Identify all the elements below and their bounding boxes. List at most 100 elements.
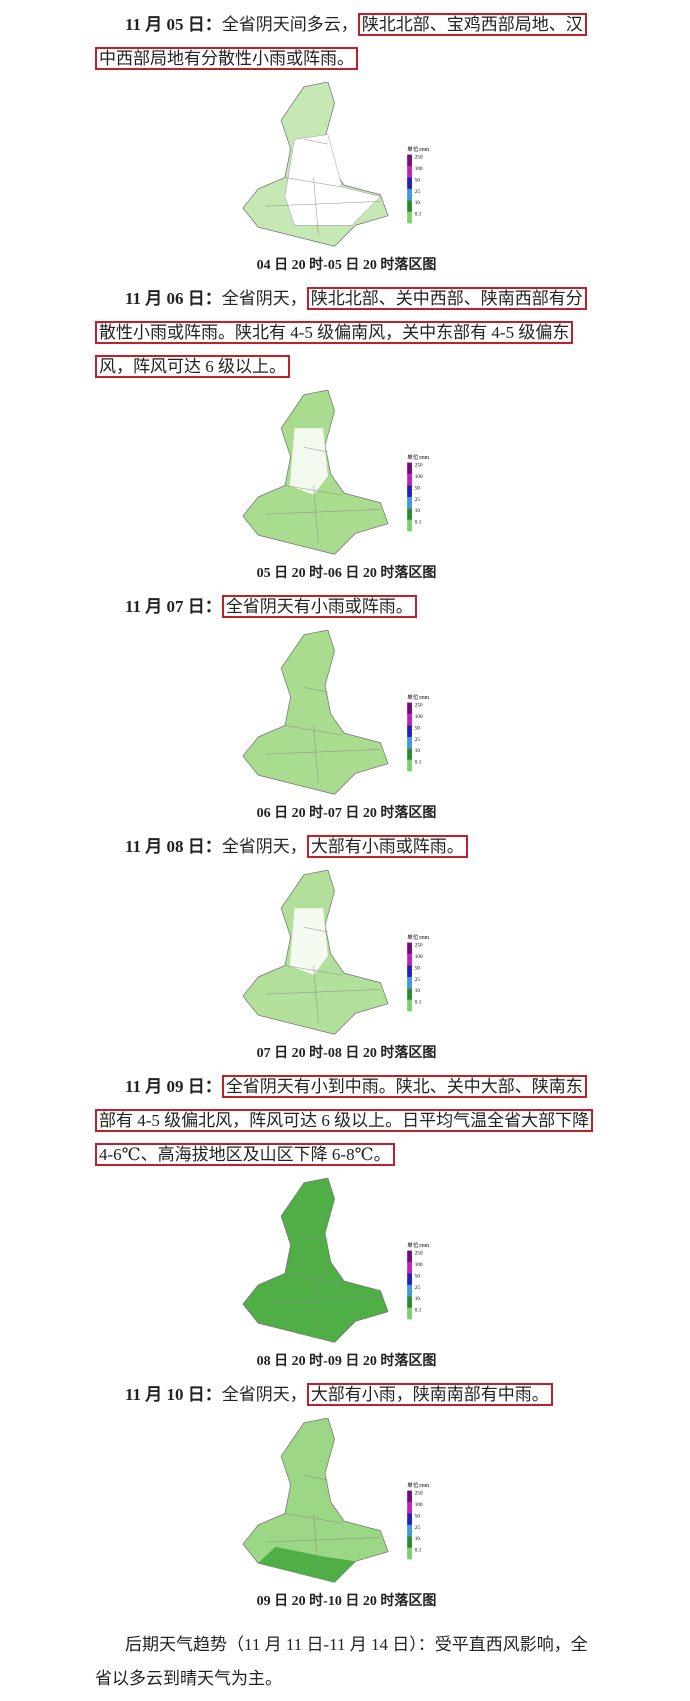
legend-label: 50 xyxy=(414,965,420,971)
legend-unit: 单位:mm xyxy=(407,933,429,941)
legend-swatch xyxy=(406,1307,412,1320)
day-date: 11 月 07 日： xyxy=(125,597,222,616)
dry-area xyxy=(289,428,328,496)
legend-label: 100 xyxy=(414,166,422,172)
day-date: 11 月 06 日： xyxy=(125,289,222,308)
county-borders xyxy=(265,447,380,543)
day-paragraph: 11 月 08 日：全省阴天， 大部有小雨或阵雨。 xyxy=(95,830,598,864)
footer-text: 受平直西风影响，全省以多云到晴天气为主。 xyxy=(95,1635,588,1688)
legend-label: 0.1 xyxy=(414,212,421,218)
day-paragraph: 11 月 09 日： 全省阴天有小到中雨。陕北、关中大部、陕南东部有 4-5 级偏… xyxy=(95,1070,598,1172)
legend-label: 100 xyxy=(414,954,422,960)
day-paragraph: 11 月 10 日：全省阴天， 大部有小雨，陕南南部有中雨。 xyxy=(95,1378,598,1412)
legend-label: 0.1 xyxy=(414,1548,421,1554)
legend-swatch xyxy=(406,1513,412,1525)
legend-swatch xyxy=(406,485,412,497)
county-borders xyxy=(265,687,380,783)
day-text: 全省阴天， xyxy=(221,837,307,856)
day-date: 11 月 08 日： xyxy=(125,837,222,856)
legend-label: 0.1 xyxy=(414,520,421,526)
legend-label: 10 xyxy=(414,1296,420,1302)
day-highlight: 陕北北部、宝鸡西部局地、汉中西部局地有分散性小雨或阵雨。 xyxy=(95,13,587,70)
legend-label: 250 xyxy=(414,154,422,160)
county-borders xyxy=(265,927,380,1023)
map-caption: 07 日 20 时-08 日 20 时落区图 xyxy=(256,1046,437,1061)
legend-label: 250 xyxy=(414,1250,422,1256)
legend-swatch xyxy=(406,1284,412,1297)
legend-swatch xyxy=(406,177,412,189)
province-shape xyxy=(241,630,389,795)
legend-label: 0.1 xyxy=(414,1000,421,1006)
province-shape xyxy=(241,1178,389,1343)
legend-label: 50 xyxy=(414,485,420,491)
legend-swatch xyxy=(406,211,412,224)
legend-label: 100 xyxy=(414,714,422,720)
legend-label: 0.1 xyxy=(414,760,421,766)
legend-unit: 单位:mm xyxy=(407,1481,429,1489)
legend-swatch xyxy=(406,166,412,178)
legend-unit: 单位:mm xyxy=(407,453,429,461)
legend-swatch xyxy=(406,954,412,966)
legend-label: 25 xyxy=(414,1525,420,1531)
legend-label: 10 xyxy=(414,1536,420,1542)
day-text: 全省阴天， xyxy=(221,1385,307,1404)
legend-swatch xyxy=(406,519,412,532)
legend-label: 100 xyxy=(414,1262,422,1268)
legend-swatch xyxy=(406,496,412,509)
legend-swatch xyxy=(406,1296,412,1308)
legend-swatch xyxy=(406,702,412,715)
day-date: 11 月 09 日： xyxy=(125,1077,222,1096)
legend-label: 50 xyxy=(414,177,420,183)
legend-label: 10 xyxy=(414,200,420,206)
legend-unit: 单位:mm xyxy=(407,693,429,701)
legend-swatch xyxy=(406,999,412,1012)
day-paragraph: 11 月 05 日：全省阴天间多云， 陕北北部、宝鸡西部局地、汉中西部局地有分散性… xyxy=(95,8,598,76)
legend-swatch xyxy=(406,188,412,201)
day-highlight: 陕北北部、关中西部、陕南西部有分散性小雨或阵雨。陕北有 4-5 级偏南风，关中东… xyxy=(95,287,587,378)
legend-swatch xyxy=(406,1502,412,1514)
legend-label: 250 xyxy=(414,702,422,708)
legend-swatch xyxy=(406,474,412,486)
legend-swatch xyxy=(406,714,412,726)
legend-swatch xyxy=(406,1262,412,1274)
day-highlight: 全省阴天有小雨或阵雨。 xyxy=(221,595,417,618)
day-paragraph: 11 月 07 日： 全省阴天有小雨或阵雨。 xyxy=(95,590,598,624)
legend-swatch xyxy=(406,508,412,520)
legend-swatch xyxy=(406,759,412,772)
day-highlight: 全省阴天有小到中雨。陕北、关中大部、陕南东部有 4-5 级偏北风，阵风可达 6 … xyxy=(95,1075,594,1166)
legend-swatch xyxy=(406,965,412,977)
heavier-rain xyxy=(257,1546,356,1583)
legend-swatch xyxy=(406,988,412,1000)
legend-label: 10 xyxy=(414,988,420,994)
legend-label: 10 xyxy=(414,748,420,754)
legend-label: 50 xyxy=(414,725,420,731)
legend-label: 250 xyxy=(414,1490,422,1496)
legend-label: 25 xyxy=(414,497,420,503)
legend-label: 25 xyxy=(414,977,420,983)
map-caption: 09 日 20 时-10 日 20 时落区图 xyxy=(256,1594,437,1609)
county-borders xyxy=(265,139,380,235)
day-text: 全省阴天间多云， xyxy=(221,15,358,34)
legend-label: 0.1 xyxy=(414,1308,421,1314)
map-caption: 06 日 20 时-07 日 20 时落区图 xyxy=(256,806,437,821)
legend-label: 250 xyxy=(414,462,422,468)
legend-label: 100 xyxy=(414,1502,422,1508)
legend-swatch xyxy=(406,154,412,167)
legend-swatch xyxy=(406,1250,412,1263)
day-highlight: 大部有小雨，陕南南部有中雨。 xyxy=(306,1383,553,1406)
legend-label: 250 xyxy=(414,942,422,948)
legend-label: 25 xyxy=(414,1285,420,1291)
footer-label: 后期天气趋势（11 月 11 日-11 月 14 日）： xyxy=(125,1635,435,1654)
legend-swatch xyxy=(406,1273,412,1285)
legend-label: 25 xyxy=(414,737,420,743)
day-paragraph: 11 月 06 日：全省阴天， 陕北北部、关中西部、陕南西部有分散性小雨或阵雨。陕… xyxy=(95,282,598,384)
legend-swatch xyxy=(406,1536,412,1548)
legend-swatch xyxy=(406,748,412,760)
legend-swatch xyxy=(406,1490,412,1503)
legend-label: 10 xyxy=(414,508,420,514)
